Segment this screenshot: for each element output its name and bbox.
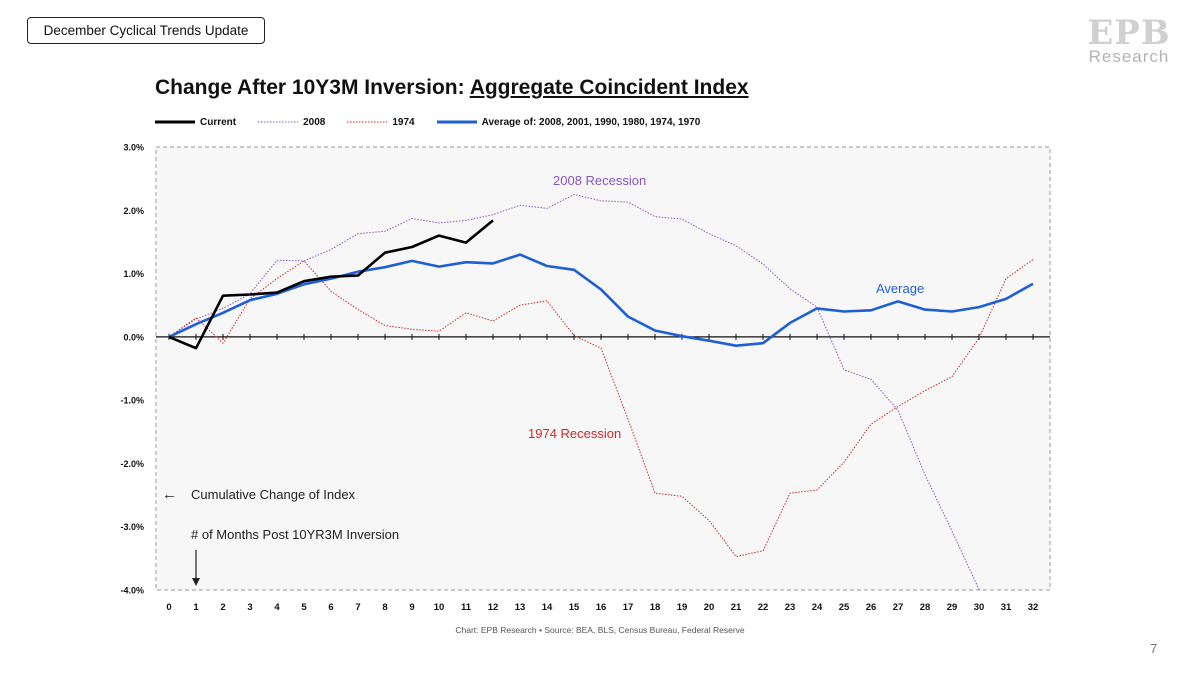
legend-item-average: Average of: 2008, 2001, 1990, 1980, 1974… (436, 116, 701, 128)
epb-logo: EPB Research (1086, 13, 1172, 66)
x-tick-label: 7 (355, 602, 360, 613)
x-tick-label: 5 (301, 602, 307, 613)
y-tick-label: 1.0% (123, 269, 144, 279)
legend-swatch-current (155, 120, 195, 124)
x-tick-label: 3 (247, 602, 252, 613)
x-tick-label: 28 (920, 602, 931, 613)
x-tick-label: 32 (1028, 602, 1039, 613)
x-tick-label: 29 (947, 602, 958, 613)
y-tick-label: -4.0% (120, 586, 144, 596)
x-tick-label: 19 (677, 602, 688, 613)
y-tick-label: 2.0% (123, 206, 144, 216)
legend-item-2008: 2008 (258, 117, 325, 128)
series-line-y2008 (168, 194, 980, 590)
x-tick-label: 25 (839, 602, 850, 613)
x-tick-label: 11 (461, 602, 472, 613)
annotation-x-axis-note: # of Months Post 10YR3M Inversion (191, 527, 399, 542)
legend-label-2008: 2008 (303, 116, 326, 128)
x-tick-label: 30 (974, 602, 985, 613)
chart-title: Change After 10Y3M Inversion: Aggregate … (155, 76, 749, 100)
legend-swatch-1974 (347, 121, 388, 123)
x-tick-label: 18 (650, 602, 661, 613)
page-number: 7 (1150, 641, 1158, 656)
annotation-1974-recession: 1974 Recession (528, 426, 621, 441)
x-tick-label: 10 (434, 602, 445, 613)
plot-area (155, 146, 1051, 591)
x-tick-label: 1 (193, 602, 199, 613)
y-tick-label: -1.0% (120, 396, 144, 406)
chart-title-underlined: Aggregate Coincident Index (469, 76, 749, 99)
chart-legend: Current 2008 1974 Average of: 2008, 2001… (155, 114, 722, 130)
legend-label-1974: 1974 (392, 116, 415, 128)
x-tick-label: 8 (382, 602, 387, 613)
logo-mark: EPB (1087, 13, 1171, 53)
down-arrow-head (192, 578, 200, 586)
x-tick-label: 13 (515, 602, 526, 613)
series-line-average (168, 253, 1034, 348)
x-tick-label: 31 (1001, 602, 1012, 613)
logo-subtitle: Research (1088, 47, 1170, 66)
x-tick-label: 2 (220, 602, 225, 613)
annotation-average: Average (876, 281, 924, 296)
legend-label-average: Average of: 2008, 2001, 1990, 1980, 1974… (481, 116, 701, 128)
x-tick-label: 20 (704, 602, 715, 613)
x-tick-label: 0 (166, 602, 171, 613)
legend-item-current: Current (155, 117, 236, 128)
y-tick-label: 0.0% (123, 332, 144, 342)
legend-item-1974: 1974 (347, 116, 415, 128)
annotation-2008-recession: 2008 Recession (553, 173, 646, 188)
legend-swatch-average (436, 120, 477, 124)
legend-swatch-2008 (258, 121, 299, 123)
series-line-current (168, 219, 494, 350)
left-arrow-icon: ← (162, 486, 177, 503)
x-tick-label: 22 (758, 602, 769, 613)
x-tick-label: 27 (893, 602, 904, 613)
x-tick-label: 6 (328, 602, 333, 613)
x-tick-label: 15 (569, 602, 580, 613)
chart-source: Chart: EPB Research • Source: BEA, BLS, … (455, 625, 745, 635)
annotation-y-axis-note: Cumulative Change of Index (191, 487, 356, 502)
x-tick-label: 26 (866, 602, 877, 613)
x-tick-label: 21 (731, 602, 742, 613)
y-tick-label: -3.0% (120, 522, 144, 532)
chart-title-prefix: Change After 10Y3M Inversion: (155, 76, 470, 99)
y-tick-label: -2.0% (120, 459, 144, 469)
y-tick-label: 3.0% (123, 143, 144, 153)
series-line-y1974 (168, 259, 1034, 557)
x-tick-label: 12 (488, 602, 499, 613)
x-tick-label: 16 (596, 602, 607, 613)
x-tick-label: 17 (623, 602, 634, 613)
x-tick-label: 4 (274, 602, 280, 613)
x-tick-label: 23 (785, 602, 796, 613)
section-tag: December Cyclical Trends Update (27, 17, 265, 44)
x-tick-label: 24 (812, 602, 823, 613)
x-tick-label: 14 (542, 602, 553, 613)
legend-label-current: Current (200, 116, 237, 128)
x-tick-label: 9 (409, 602, 414, 613)
